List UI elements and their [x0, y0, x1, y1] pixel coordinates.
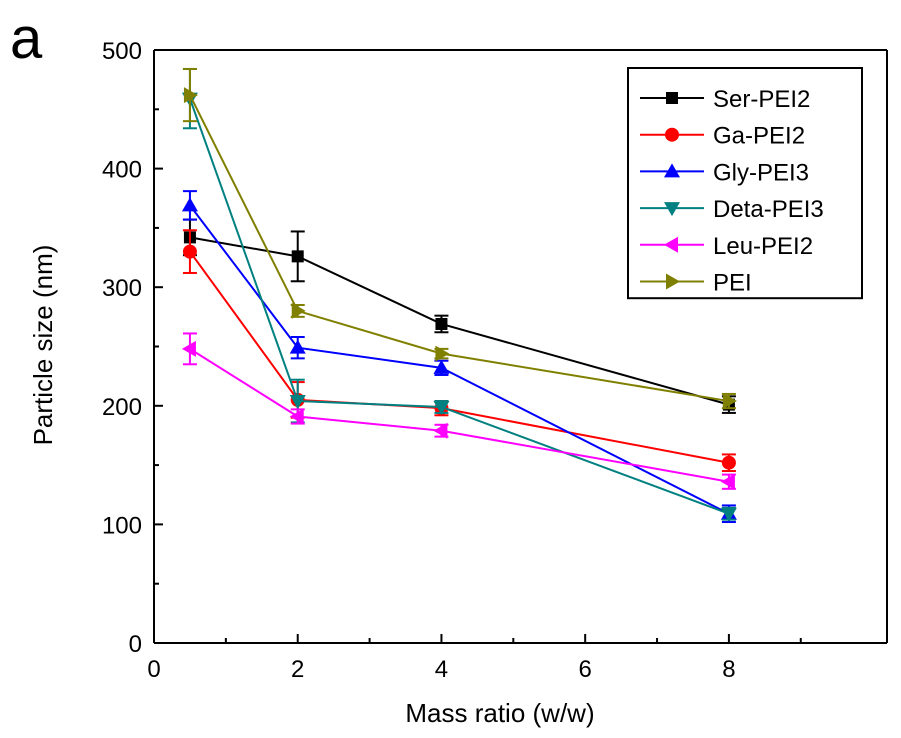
series-line [189, 348, 730, 483]
legend-item: Deta-PEI3 [640, 196, 824, 223]
legend-box [627, 67, 863, 300]
y-tick-label: 100 [102, 512, 142, 539]
data-point [289, 395, 306, 410]
x-tick-label: 2 [291, 656, 304, 683]
legend-marker [666, 92, 678, 104]
axes: 0 2 4 6 8 0 100 200 300 400 500 [102, 38, 888, 683]
series-leu-pei2 [181, 332, 736, 490]
legend-item: PEI [640, 270, 752, 297]
y-tick-label: 400 [102, 157, 142, 184]
legend-label: PEI [713, 270, 752, 297]
x-axis-label: Mass ratio (w/w) [405, 698, 594, 728]
data-point [433, 359, 450, 374]
data-point [289, 408, 304, 425]
legend-label: Leu-PEI2 [713, 233, 813, 260]
series-pei [182, 67, 737, 410]
data-point [433, 400, 450, 415]
data-point [182, 244, 197, 259]
legend-label: Deta-PEI3 [713, 196, 824, 223]
y-tick-label: 500 [102, 38, 142, 65]
y-tick-label: 200 [102, 394, 142, 421]
plot-area [181, 67, 737, 524]
data-point [435, 317, 448, 330]
data-point [720, 507, 737, 522]
x-tick-label: 0 [147, 656, 160, 683]
legend-label: Ga-PEI2 [713, 123, 805, 150]
legend-item: Gly-PEI3 [640, 159, 809, 186]
legend-marker [665, 127, 679, 142]
x-tick-label: 6 [578, 656, 591, 683]
data-point [433, 422, 448, 439]
legend-label: Ser-PEI2 [713, 86, 810, 113]
x-tick-label: 4 [435, 656, 448, 683]
legend-marker [664, 202, 680, 217]
data-point [291, 250, 304, 263]
data-point [181, 197, 198, 212]
legend-item: Leu-PEI2 [640, 233, 813, 260]
series-line [189, 204, 730, 515]
data-point [183, 87, 198, 104]
panel-label: a [10, 6, 43, 71]
legend-item: Ser-PEI2 [640, 86, 810, 113]
legend-label: Gly-PEI3 [713, 159, 809, 186]
y-tick-label: 0 [129, 631, 142, 658]
legend-marker [666, 273, 680, 290]
x-tick-label: 8 [722, 656, 735, 683]
data-point [722, 393, 737, 410]
y-tick-label: 300 [102, 275, 142, 302]
legend-marker [664, 236, 678, 253]
data-point [181, 340, 196, 357]
data-point [435, 345, 450, 362]
data-point [291, 302, 306, 319]
data-point [721, 455, 736, 470]
data-point [720, 473, 735, 490]
legend: Ser-PEI2 Ga-PEI2 Gly-PEI3 Deta-PEI3 Leu-PEI2… [627, 67, 863, 300]
data-point [289, 339, 306, 354]
series-line [189, 94, 730, 403]
series-line [188, 98, 730, 515]
legend-marker [664, 163, 680, 178]
legend-item: Ga-PEI2 [640, 123, 805, 150]
y-axis-label: Particle size (nm) [28, 245, 58, 446]
